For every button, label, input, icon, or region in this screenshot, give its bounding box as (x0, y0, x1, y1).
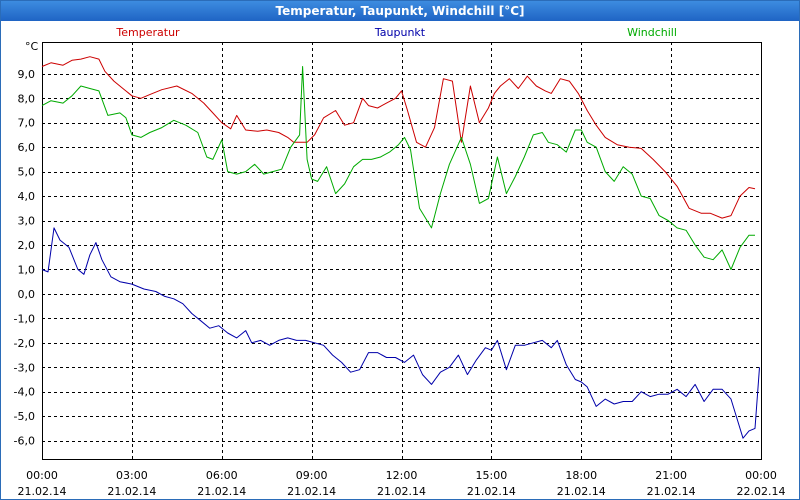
y-tick-label: 9,0 (18, 68, 36, 81)
y-axis-label: °C (25, 40, 39, 53)
x-tick-time-label: 21:00 (655, 469, 687, 482)
y-tick-label: 3,0 (18, 215, 36, 228)
y-tick-label: 6,0 (18, 141, 36, 154)
x-tick-date-label: 21.02.14 (647, 485, 696, 498)
y-tick-label: 0,0 (18, 288, 36, 301)
series-line-temperatur (41, 56, 756, 219)
y-tick-label: 5,0 (18, 166, 36, 179)
x-tick-time-label: 00:00 (745, 469, 777, 482)
x-tick-date-label: 22.02.14 (737, 485, 786, 498)
y-tick-label: 2,0 (18, 239, 36, 252)
x-tick-date-label: 21.02.14 (287, 485, 336, 498)
x-tick-time-label: 00:00 (26, 469, 58, 482)
x-tick-date-label: 21.02.14 (377, 485, 426, 498)
y-tick-label: 4,0 (18, 190, 36, 203)
chart-title: Temperatur, Taupunkt, Windchill [°C] (1, 1, 799, 21)
x-tick-date-label: 21.02.14 (557, 485, 606, 498)
y-tick-label: -5,0 (14, 410, 35, 423)
x-tick-date-label: 21.02.14 (467, 485, 516, 498)
legend-temperatur: Temperatur (115, 26, 180, 39)
series-line-taupunkt (41, 227, 760, 439)
x-tick-time-label: 03:00 (116, 469, 148, 482)
x-tick-time-label: 12:00 (386, 469, 418, 482)
x-tick-time-label: 09:00 (296, 469, 328, 482)
series-line-windchill (41, 66, 755, 270)
x-tick-time-label: 18:00 (565, 469, 597, 482)
x-tick-date-label: 21.02.14 (18, 485, 67, 498)
y-tick-label: -2,0 (14, 337, 35, 350)
y-tick-label: -6,0 (14, 435, 35, 448)
y-tick-label: -3,0 (14, 361, 35, 374)
y-tick-label: 8,0 (18, 92, 36, 105)
y-tick-label: -1,0 (14, 312, 35, 325)
legend-taupunkt: Taupunkt (374, 26, 426, 39)
x-tick-date-label: 21.02.14 (197, 485, 246, 498)
x-tick-time-label: 06:00 (206, 469, 238, 482)
plot-frame (42, 42, 762, 460)
y-tick-label: 7,0 (18, 117, 36, 130)
x-tick-date-label: 21.02.14 (107, 485, 156, 498)
x-tick-time-label: 15:00 (476, 469, 508, 482)
y-tick-label: 1,0 (18, 263, 36, 276)
y-tick-label: -4,0 (14, 386, 35, 399)
legend-windchill: Windchill (627, 26, 677, 39)
